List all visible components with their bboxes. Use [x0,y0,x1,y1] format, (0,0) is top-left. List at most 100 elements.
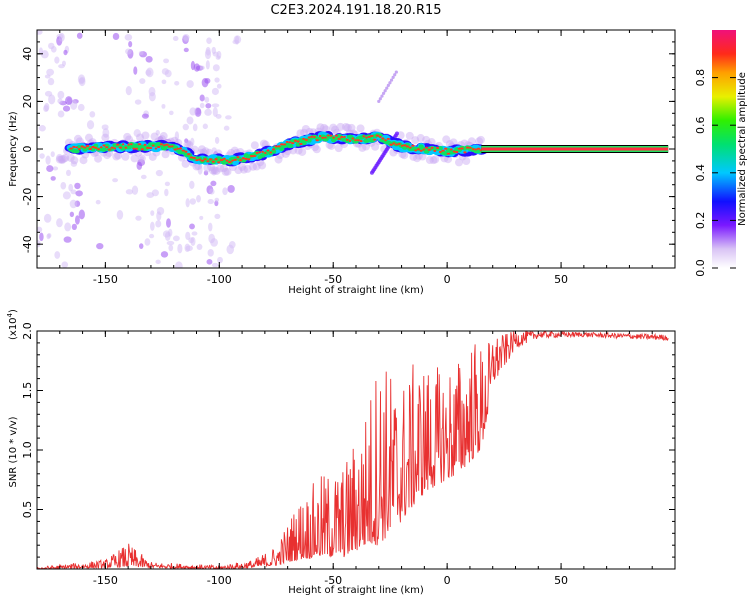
noise-speckle [169,110,174,116]
noise-speckle [78,77,85,84]
spectrogram-marks [37,30,669,268]
ridge-mark [365,136,368,139]
ridge-mark [425,146,429,149]
noise-speckle [194,107,202,117]
noise-speckle [174,131,180,141]
spectrogram-ytick-label: -40 [21,235,34,253]
ridge-mark [337,137,341,140]
noise-speckle [96,243,104,250]
ridge-halo [216,164,225,173]
noise-speckle [65,169,71,177]
noise-speckle [200,65,205,70]
noise-speckle [215,55,221,60]
ridge-mark [225,159,229,162]
ridge-mark [227,161,232,164]
noise-speckle [203,163,212,173]
noise-speckle [47,233,52,238]
snr-ytick-label: 1.5 [21,382,34,400]
ridge-halo [259,139,268,148]
noise-speckle [54,251,61,259]
ridge-mark [154,147,158,150]
snr-scale-label: (x104) [6,309,19,340]
noise-speckle [112,178,119,183]
noise-speckle [128,40,133,48]
ridge-mark [400,144,404,147]
ridge-mark [443,151,449,156]
noise-speckle [43,105,49,112]
ridge-halo [192,162,201,171]
noise-speckle [37,226,43,233]
ridge-mark [343,135,346,138]
ridge-halo [212,166,221,175]
ridge-mark [293,139,297,142]
noise-speckle [206,259,213,265]
ridge-mark [455,151,459,154]
ridge-mark [288,141,292,144]
noise-speckle [138,51,144,56]
ridge-halo [181,159,190,168]
ridge-mark [69,147,73,150]
snr-series-line [37,331,669,569]
ridge-mark [91,145,95,149]
echo-mark [391,75,395,80]
noise-speckle [46,165,54,173]
snr-marks [37,331,669,569]
ridge-mark [408,146,412,149]
snr-xtick-label: -100 [207,574,232,587]
echo-mark [380,94,384,98]
ridge-mark [272,148,276,151]
snr-panel: -150 -100 -50 0 50 0.5 1.0 1.5 2.0 Height of str… [6,309,676,596]
ridge-mark [80,145,84,148]
ridge-halo [343,123,352,132]
echo-mark [378,97,382,101]
noise-speckle [206,37,212,44]
noise-speckle [70,160,78,167]
ridge-mark [85,144,90,147]
noise-speckle [57,90,65,99]
ridge-mark [255,151,259,154]
noise-speckle [185,245,193,252]
ridge-mark [329,134,333,137]
ridge-mark [474,148,478,151]
ridge-halo [320,123,329,132]
spectrogram-xlabel: Height of straight line (km) [288,285,424,296]
ridge-mark [206,160,210,163]
ridge-mark [148,146,153,150]
ridge-mark [354,139,357,142]
colorbar-tick-label: 0.2 [694,212,707,230]
ridge-mark [436,146,440,150]
noise-speckle [189,198,197,205]
ridge-halo [422,135,431,144]
ridge-mark [417,148,420,151]
noise-speckle [63,236,72,243]
ridge-mark [146,146,150,149]
ridge-halo [150,132,159,141]
spectrogram-axes: -150 -100 -50 0 50 -40 -20 0 20 40 [21,29,675,286]
echo-mark [394,70,398,74]
noise-speckle [193,63,200,72]
ridge-halo [252,162,261,171]
ridge-halo [230,146,239,155]
echo-mark [377,99,381,103]
ridge-mark [83,146,87,149]
ridge-mark [449,148,453,151]
noise-speckle [204,78,211,84]
ridge-mark [176,147,180,150]
noise-speckle [216,83,222,89]
colorbar-tick-label: 0.4 [694,164,707,182]
echo-mark [395,131,400,136]
ridge-mark [140,148,144,151]
ridge-mark [200,159,205,162]
noise-speckle [182,123,189,131]
noise-speckle [125,48,132,55]
ridge-mark [332,136,336,139]
ridge-mark [261,150,264,153]
ridge-halo [74,134,83,143]
ridge-halo [101,133,110,142]
ridge-mark [173,148,177,151]
noise-speckle [75,190,83,197]
noise-speckle [184,138,189,144]
ridge-mark [362,135,366,138]
noise-speckle [112,32,120,41]
ridge-mark [318,135,322,138]
